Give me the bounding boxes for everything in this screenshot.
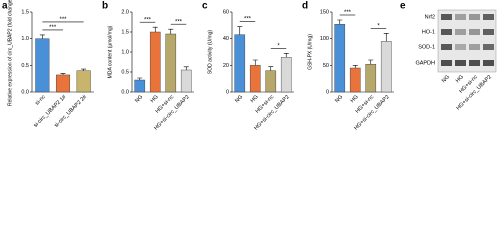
bar [35, 38, 50, 93]
bar [180, 69, 192, 93]
x-tick-label: HG [350, 94, 360, 104]
panel-label: d [302, 1, 308, 12]
bar [165, 33, 177, 93]
significance-label: * [377, 23, 380, 29]
y-tick-label: 60 [223, 9, 229, 15]
bar [349, 67, 361, 93]
x-tick-label: si-nc [34, 94, 47, 107]
y-tick-label: 100 [320, 36, 329, 42]
y-axis-label: SOD activity (U/mg) [207, 30, 213, 75]
significance-label: * [277, 43, 280, 49]
x-tick-label: NG [334, 94, 344, 104]
error-bar [152, 26, 158, 32]
y-tick-label: 2.0 [121, 9, 129, 15]
y-tick-label: 150 [320, 9, 329, 15]
bar [380, 41, 392, 93]
significance-label: *** [59, 17, 67, 23]
x-tick-label: HG [150, 94, 160, 104]
y-axis-label: GSH-PX (U/mg) [307, 34, 313, 70]
y-tick-label: 20 [223, 63, 229, 69]
x-tick-label: HG [250, 94, 260, 104]
bar [365, 64, 377, 93]
figure: a Relative expression of circ_UBAP2 (fold… [2, 0, 497, 132]
significance-label: *** [244, 17, 252, 23]
blot-row-label: Nrf2 [425, 14, 435, 20]
bar [134, 79, 146, 93]
error-bar [368, 59, 374, 65]
blot-row-label: GAPDH [415, 60, 435, 66]
y-tick-label: 0.0 [21, 89, 29, 95]
significance-label: *** [344, 10, 352, 16]
y-tick-label: 0.0 [121, 89, 129, 95]
blot-lane-label: HG [455, 74, 465, 84]
y-tick-label: 1.5 [21, 9, 29, 15]
error-bar [252, 59, 258, 66]
error-bar [283, 53, 289, 58]
panel-label: c [202, 1, 208, 12]
panel-label: b [102, 1, 108, 12]
error-bar [183, 66, 189, 70]
bar [280, 57, 292, 93]
error-bar [237, 26, 243, 35]
blot-row-label: SOD-1 [418, 44, 435, 50]
y-tick-label: 1.0 [21, 36, 29, 42]
y-tick-label: 40 [223, 36, 229, 42]
significance-label: *** [144, 17, 152, 23]
bar [234, 34, 246, 93]
error-bar [383, 33, 389, 42]
y-tick-label: 1.0 [121, 49, 129, 55]
y-tick-label: 0 [226, 89, 229, 95]
y-axis-label: MDA content (μmol/mg) [107, 25, 113, 78]
y-tick-label: 0.5 [21, 63, 29, 69]
significance-label: *** [175, 19, 183, 25]
y-tick-label: 0 [326, 89, 329, 95]
error-bar [268, 66, 274, 71]
y-tick-label: 50 [323, 63, 329, 69]
error-bar [137, 77, 143, 80]
bar [76, 70, 91, 93]
significance-label: *** [49, 25, 57, 31]
blot-image [437, 9, 497, 73]
y-tick-label: 1.5 [121, 29, 129, 35]
y-tick-label: 0.5 [121, 69, 129, 75]
panel-label: a [2, 1, 8, 12]
y-axis-label: Relative expression of circ_UBAP2 (fold … [7, 0, 13, 106]
bar [265, 70, 277, 93]
error-bar [337, 19, 343, 25]
error-bar [168, 28, 174, 34]
bar [249, 65, 261, 93]
panel-label: e [400, 1, 406, 12]
error-bar [352, 65, 358, 68]
blot-lane-label: NG [441, 74, 451, 84]
bar [149, 31, 161, 93]
blot-row-label: HO-1 [422, 29, 435, 35]
error-bar [39, 34, 45, 39]
error-bar [60, 73, 66, 75]
x-tick-label: NG [134, 94, 144, 104]
bar [55, 74, 71, 93]
error-bar [81, 68, 87, 71]
x-tick-label: NG [234, 94, 244, 104]
bar [334, 24, 346, 93]
